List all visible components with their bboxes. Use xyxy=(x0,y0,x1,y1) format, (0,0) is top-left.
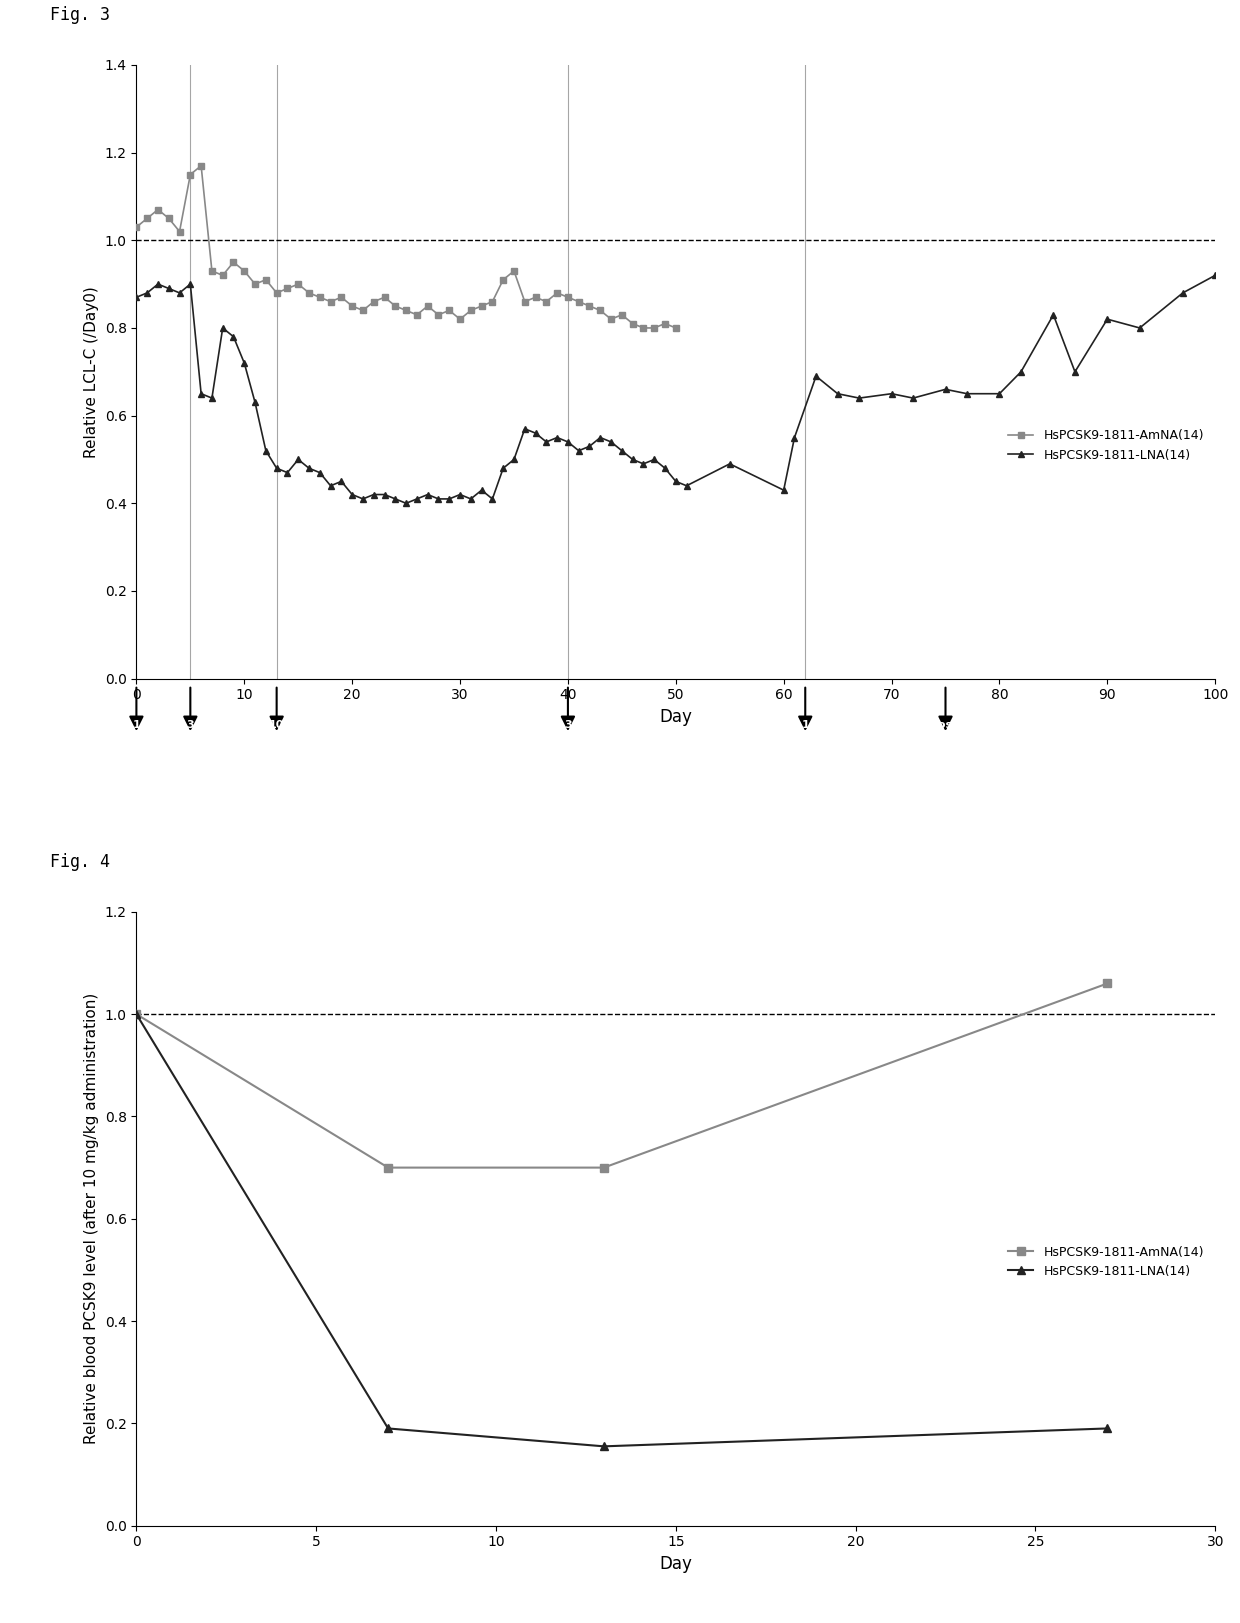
Legend: HsPCSK9-1811-AmNA(14), HsPCSK9-1811-LNA(14): HsPCSK9-1811-AmNA(14), HsPCSK9-1811-LNA(… xyxy=(1003,1240,1209,1282)
Text: 1: 1 xyxy=(133,719,140,730)
Text: Fig. 3: Fig. 3 xyxy=(50,6,109,24)
Y-axis label: Relative blood PCSK9 level (after 10 mg/kg administration): Relative blood PCSK9 level (after 10 mg/… xyxy=(84,993,99,1444)
X-axis label: Day: Day xyxy=(660,708,692,725)
Legend: HsPCSK9-1811-AmNA(14), HsPCSK9-1811-LNA(14): HsPCSK9-1811-AmNA(14), HsPCSK9-1811-LNA(… xyxy=(1003,424,1209,466)
X-axis label: Day: Day xyxy=(660,1555,692,1573)
Text: 3: 3 xyxy=(186,719,195,730)
Text: 3: 3 xyxy=(564,719,572,730)
Text: 1: 1 xyxy=(801,719,810,730)
Text: Fig. 4: Fig. 4 xyxy=(50,854,109,872)
Text: dose: dose xyxy=(931,719,960,730)
Text: 10: 10 xyxy=(269,719,284,730)
Y-axis label: Relative LCL-C (/Day0): Relative LCL-C (/Day0) xyxy=(84,286,99,458)
